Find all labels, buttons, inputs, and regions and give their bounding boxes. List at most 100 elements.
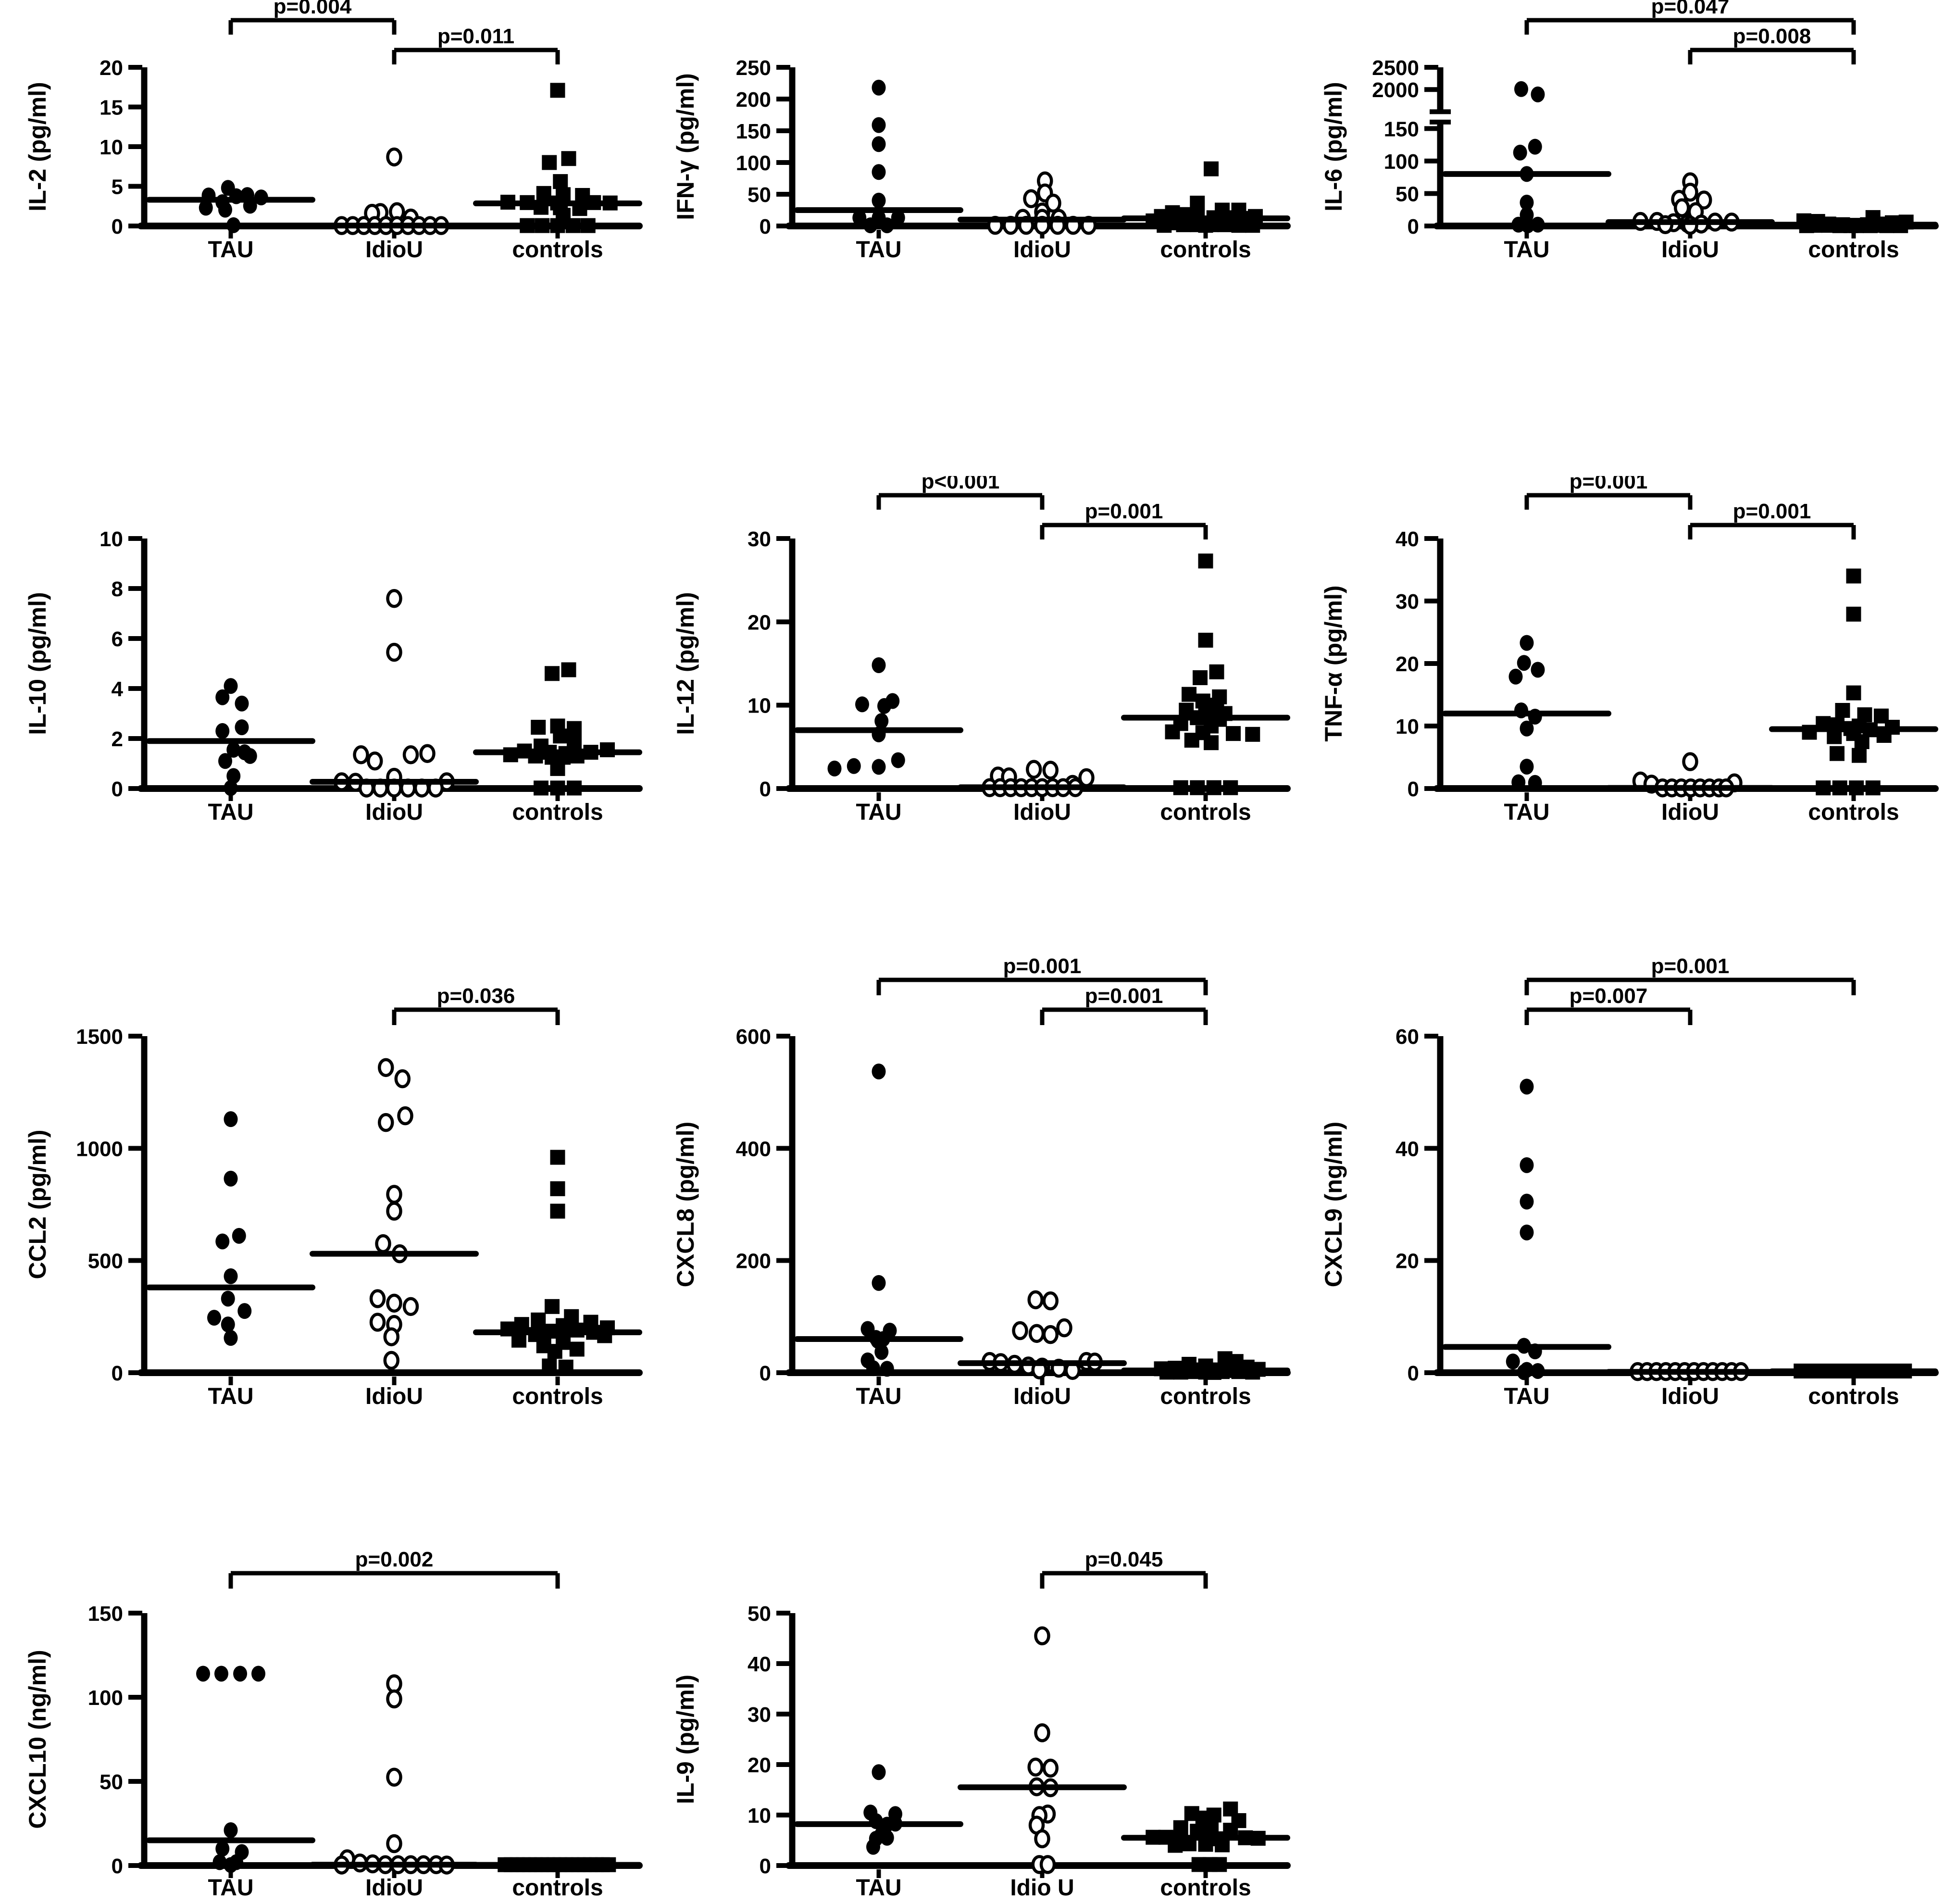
y-tick-label: 4	[112, 677, 124, 701]
data-point-TAU	[891, 210, 905, 226]
data-point-controls	[1835, 703, 1850, 718]
category-label-controls: controls	[1160, 237, 1251, 263]
data-point-TAU	[214, 1666, 228, 1682]
p-value-label: p=0.045	[1085, 1548, 1163, 1571]
data-point-TAU	[218, 753, 232, 769]
y-tick-label: 50	[100, 1770, 123, 1794]
category-label-tau: TAU	[856, 1875, 901, 1901]
data-point-controls	[553, 174, 568, 189]
data-point-controls	[1184, 732, 1199, 748]
data-point-TAU	[221, 1290, 235, 1307]
y-tick-label: 100	[88, 1686, 123, 1710]
data-point-TAU	[235, 719, 249, 736]
data-point-TAU	[872, 192, 886, 209]
data-point-TAU	[226, 768, 241, 784]
data-point-TAU	[215, 1841, 230, 1857]
data-point-TAU	[1520, 1157, 1534, 1173]
data-point-IdioU	[386, 1674, 402, 1693]
data-point-TAU	[891, 752, 905, 768]
data-point-IdioU	[375, 1234, 391, 1253]
data-point-TAU	[872, 136, 886, 152]
data-point-TAU	[1513, 144, 1527, 161]
data-point-IdioU	[386, 589, 402, 608]
y-tick-label: 20	[748, 1754, 771, 1777]
y-tick-label: 100	[736, 151, 771, 175]
data-point-TAU	[1531, 216, 1545, 233]
data-point-TAU	[866, 1360, 880, 1377]
data-point-controls	[1865, 780, 1881, 796]
il-2-chart: 0 5 10 15 20 IL-2 (pg/ml) TAU IdioU controls p=0.…	[24, 0, 643, 263]
plot-cxcl8: 0 200 400 600 CXCL8 (pg/ml) TAU IdioU controls p…	[648, 952, 1296, 1428]
data-point-TAU	[872, 79, 886, 96]
y-tick-label: 250	[736, 56, 771, 80]
data-point-controls	[550, 218, 565, 233]
y-tick-label: 0	[112, 215, 123, 238]
y-tick-label: 6	[112, 627, 123, 651]
plot-tnf-alpha: 0 10 20 30 40 TNF-α (pg/ml) TAU IdioU controls p=…	[1296, 476, 1944, 952]
y-tick-label: 1500	[76, 1025, 123, 1049]
p-value-label: p=0.001	[1651, 954, 1730, 978]
data-point-controls	[1198, 632, 1213, 648]
p-value-label: p=0.011	[437, 25, 514, 48]
p-value-label: p=0.001	[1003, 954, 1082, 978]
data-point-controls	[558, 1359, 573, 1375]
y-tick-label: 200	[736, 1250, 771, 1273]
data-point-IdioU	[378, 1113, 394, 1132]
data-point-IdioU	[386, 1202, 402, 1221]
data-point-TAU	[872, 117, 886, 133]
data-point-TAU	[207, 1310, 221, 1326]
data-point-IdioU	[378, 1058, 394, 1077]
cxcl9-chart: 0 20 40 60 CXCL9 (ng/ml) TAU IdioU controls p=0.…	[1320, 954, 1939, 1409]
data-point-TAU	[224, 780, 238, 796]
y-tick-label: 2	[112, 727, 123, 751]
category-label-tau: TAU	[1504, 237, 1549, 263]
y-tick-label: 0	[1408, 215, 1419, 238]
data-point-controls	[1195, 693, 1210, 709]
data-point-controls	[1846, 568, 1861, 584]
data-point-TAU	[874, 1344, 889, 1360]
data-point-IdioU	[1682, 752, 1698, 771]
data-point-TAU	[224, 1268, 238, 1284]
category-label-controls: controls	[1808, 237, 1899, 263]
data-point-controls	[1209, 664, 1224, 679]
y-tick-label: 0	[760, 1362, 771, 1385]
data-point-TAU	[224, 1170, 238, 1187]
category-label-tau: TAU	[208, 1875, 253, 1901]
y-tick-label: 500	[88, 1250, 123, 1273]
data-point-TAU	[1520, 635, 1534, 651]
ifn-gamma-chart: 0 50 100 150 200 250 IFN-γ (pg/ml) TAU IdioU cont…	[672, 56, 1291, 263]
data-point-TAU	[215, 723, 230, 739]
category-label-controls: controls	[512, 1875, 603, 1901]
data-point-TAU	[226, 741, 241, 758]
data-point-IdioU	[1674, 198, 1690, 217]
data-point-TAU	[872, 1275, 886, 1291]
plot-il-12: 0 10 20 30 IL-12 (pg/ml) TAU IdioU controls p<0.…	[648, 476, 1296, 952]
data-point-controls	[1190, 780, 1205, 795]
data-point-controls	[536, 186, 551, 201]
data-point-IdioU	[383, 1351, 399, 1370]
y-tick-label: 0	[760, 1854, 771, 1878]
y-tick-label: 20	[1396, 1250, 1419, 1273]
data-point-TAU	[1531, 86, 1545, 102]
category-label-tau: TAU	[856, 800, 901, 825]
data-point-controls	[567, 721, 582, 736]
y-tick-label: 50	[1396, 182, 1419, 206]
data-point-TAU	[866, 1839, 880, 1855]
data-point-IdioU	[1034, 1626, 1050, 1645]
y-tick-label: 50	[748, 183, 771, 207]
data-point-TAU	[1531, 1363, 1545, 1379]
y-tick-label: 100	[1384, 150, 1419, 174]
data-point-TAU	[1520, 720, 1534, 737]
category-label-controls: controls	[512, 1384, 603, 1409]
data-point-IdioU	[386, 1689, 402, 1709]
data-point-IdioU	[1027, 1290, 1044, 1310]
data-point-IdioU	[1696, 190, 1712, 210]
data-point-IdioU	[353, 745, 369, 764]
data-point-TAU	[855, 696, 869, 713]
data-point-controls	[1846, 606, 1861, 622]
data-point-IdioU	[383, 1327, 399, 1347]
data-point-controls	[1854, 734, 1869, 749]
data-point-TAU	[880, 217, 894, 234]
data-point-TAU	[237, 1303, 252, 1319]
